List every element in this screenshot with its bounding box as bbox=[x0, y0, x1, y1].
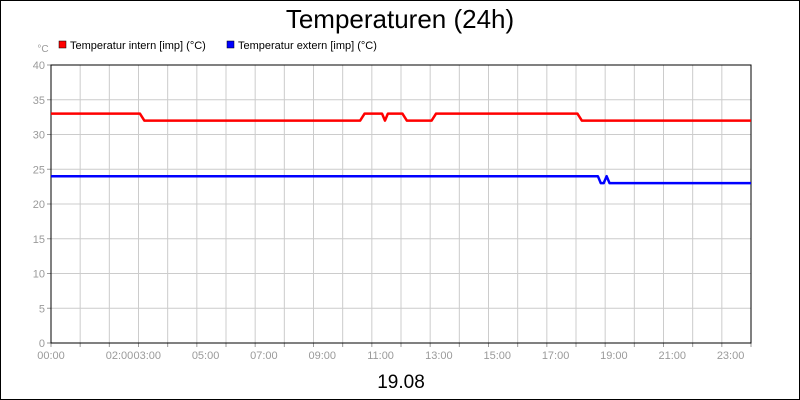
x-axis-ticks: 00:00 02:00 03:00 05:00 07:00 09:00 11:00 13:00… bbox=[37, 343, 752, 362]
grid bbox=[50, 64, 752, 344]
x-tick-label: 17:00 bbox=[542, 350, 570, 362]
x-tick-label: 15:00 bbox=[483, 350, 511, 362]
legend: Temperatur intern [imp] (°C) Temperatur e… bbox=[58, 40, 377, 52]
legend-swatch-intern bbox=[58, 40, 67, 49]
x-tick-label: 09:00 bbox=[308, 350, 336, 362]
chart-subtitle-date: 19.08 bbox=[377, 372, 425, 393]
legend-swatch-extern bbox=[226, 40, 235, 49]
y-tick-label: 25 bbox=[33, 164, 45, 176]
y-axis-ticks: 0 5 10 15 20 25 30 35 40 bbox=[33, 60, 51, 350]
y-tick-label: 30 bbox=[33, 130, 45, 142]
y-tick-label: 10 bbox=[33, 269, 45, 281]
x-tick-label: 03:00 bbox=[133, 350, 161, 362]
y-tick-label: 35 bbox=[33, 95, 45, 107]
series-line-intern bbox=[51, 112, 751, 122]
y-tick-label: 0 bbox=[39, 338, 45, 350]
x-tick-label: 02:00 bbox=[106, 350, 134, 362]
legend-label-intern: Temperatur intern [imp] (°C) bbox=[70, 40, 206, 52]
x-tick-label: 19:00 bbox=[600, 350, 628, 362]
chart-title: Temperaturen (24h) bbox=[286, 4, 514, 34]
series-line-extern bbox=[51, 174, 751, 185]
y-tick-label: 40 bbox=[33, 60, 45, 72]
y-tick-label: 15 bbox=[33, 234, 45, 246]
x-tick-label: 13:00 bbox=[425, 350, 453, 362]
x-tick-label: 23:00 bbox=[717, 350, 745, 362]
x-tick-label: 05:00 bbox=[192, 350, 220, 362]
x-tick-label: 21:00 bbox=[658, 350, 686, 362]
y-tick-label: 5 bbox=[39, 303, 45, 315]
y-tick-label: 20 bbox=[33, 199, 45, 211]
x-tick-label: 00:00 bbox=[37, 350, 65, 362]
series-lines bbox=[51, 112, 751, 185]
legend-label-extern: Temperatur extern [imp] (°C) bbox=[238, 40, 377, 52]
x-tick-label: 07:00 bbox=[250, 350, 278, 362]
plot-area-border bbox=[50, 64, 752, 344]
x-tick-label: 11:00 bbox=[367, 350, 394, 362]
y-axis-unit-label: °C bbox=[37, 44, 48, 55]
